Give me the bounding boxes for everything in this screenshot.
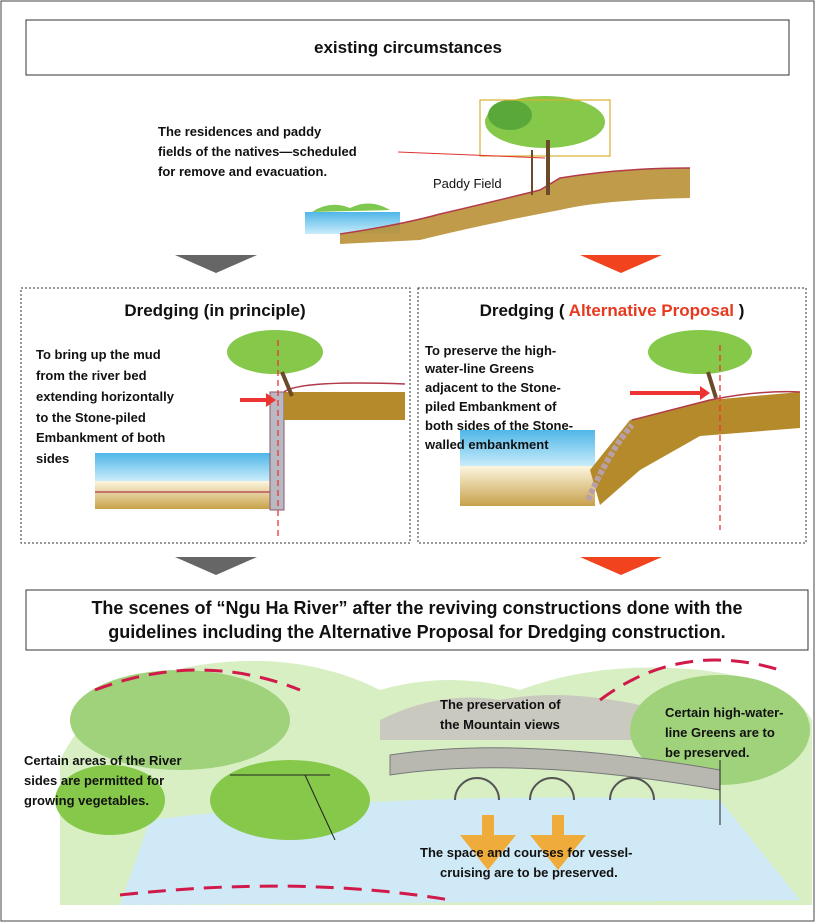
label: adjacent to the Stone-	[425, 380, 561, 395]
shape: fields of the natives—scheduled	[158, 144, 357, 159]
shape	[175, 557, 257, 575]
label: )	[739, 301, 745, 320]
label: cruising are to be preserved.	[440, 865, 618, 880]
label: Alternative Proposal	[569, 301, 734, 320]
paddy-label: Paddy Field	[433, 176, 502, 191]
label: growing vegetables.	[24, 793, 149, 808]
label: Dredging (in principle)	[124, 301, 305, 320]
label: sides	[36, 451, 69, 466]
existing-illustration	[305, 96, 690, 244]
label: Certain high-water-	[665, 705, 783, 720]
label: To preserve the high-	[425, 343, 556, 358]
shape	[488, 100, 532, 130]
shape	[340, 168, 690, 244]
label: The scenes of “Ngu Ha River” after the r…	[91, 598, 742, 618]
shape	[175, 255, 257, 273]
scene-illustration	[55, 660, 812, 905]
shape	[580, 557, 662, 575]
label: piled Embankment of	[425, 399, 557, 414]
diagram: existing circumstances The residences an…	[0, 0, 816, 923]
header: existing circumstances	[26, 20, 789, 75]
existing-note: The residences and paddy fields of the n…	[158, 124, 357, 179]
label: Dredging (	[480, 301, 565, 320]
scene-heading: The scenes of “Ngu Ha River” after the r…	[26, 590, 808, 650]
shape	[580, 255, 662, 273]
shape	[284, 392, 405, 420]
shape	[270, 392, 284, 510]
label: Certain areas of the River	[24, 753, 182, 768]
shape	[210, 760, 370, 840]
shape	[460, 466, 595, 506]
label: To bring up the mud	[36, 347, 161, 362]
label: for remove and evacuation.	[158, 164, 327, 179]
label: be preserved.	[665, 745, 750, 760]
label: sides are permitted for	[24, 773, 164, 788]
shape	[398, 152, 545, 158]
shape: Dredging ( Alternative Proposal )	[480, 301, 745, 320]
label: line Greens are to	[665, 725, 775, 740]
body: existing circumstances The residences an…	[0, 0, 816, 923]
label: The preservation of	[440, 697, 561, 712]
shape	[227, 330, 323, 374]
label: from the river bed	[36, 368, 147, 383]
page: Ngu Ha River dredging diagram {"header":…	[0, 0, 816, 923]
label: extending horizontally	[36, 389, 175, 404]
shape	[648, 330, 752, 374]
label: water-line Greens	[424, 361, 534, 376]
label: the Mountain views	[440, 717, 560, 732]
label: walled embankment	[424, 437, 549, 452]
shape: The residences and paddy	[158, 124, 322, 139]
label: both sides of the Stone-	[425, 418, 573, 433]
label: The residences and paddy	[158, 124, 322, 139]
label: fields of the natives—scheduled	[158, 144, 357, 159]
panel-principle: Dredging (in principle) To bring up the …	[21, 288, 410, 543]
shape	[312, 203, 390, 212]
label: to the Stone-piled	[36, 410, 146, 425]
label: existing circumstances	[314, 38, 502, 57]
shape: for remove and evacuation.	[158, 164, 327, 179]
panel-alternative: Dredging ( Alternative Proposal ) To pre…	[418, 288, 806, 543]
shape	[95, 481, 277, 509]
label: guidelines including the Alternative Pro…	[108, 622, 725, 642]
label: Embankment of both	[36, 430, 165, 445]
shape	[95, 453, 277, 481]
label: The space and courses for vessel-	[420, 845, 632, 860]
